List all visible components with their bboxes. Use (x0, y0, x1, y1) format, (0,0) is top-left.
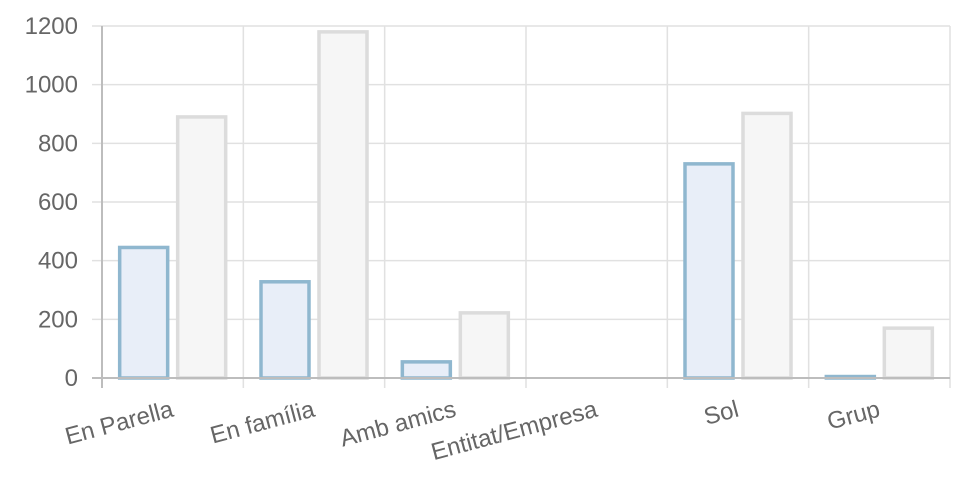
x-category-label: En Parella (62, 396, 177, 451)
bar-series-2-4[interactable] (741, 111, 793, 380)
bars (117, 30, 935, 380)
y-tick-label: 400 (38, 248, 78, 275)
x-category-label: En família (207, 396, 318, 450)
bar-series-2-5[interactable] (882, 326, 935, 380)
y-tick-label: 600 (38, 189, 78, 216)
vertical-gridlines (242, 26, 951, 388)
bar-series-2-1[interactable] (317, 30, 369, 380)
bar-series-2-2[interactable] (458, 311, 511, 380)
bar-series-1-0[interactable] (117, 245, 170, 380)
bar-series-1-1[interactable] (259, 280, 311, 380)
y-axis-ticks: 0 200 400 600 800 1000 1200 (25, 13, 78, 392)
bar-series-2-0[interactable] (175, 115, 228, 380)
y-tick-label: 1000 (25, 72, 78, 99)
bar-series-1-4[interactable] (683, 162, 735, 380)
bar-series-1-2[interactable] (400, 360, 453, 380)
x-category-label: Grup (824, 396, 883, 436)
y-tick-label: 0 (65, 365, 78, 392)
x-axis-labels: En Parella En família Amb amicsEntitat/Emp… (62, 396, 883, 466)
y-tick-label: 200 (38, 306, 78, 333)
x-category-label: Sol (701, 396, 741, 431)
y-tick-label: 800 (38, 130, 78, 157)
y-tick-label: 1200 (25, 13, 78, 40)
